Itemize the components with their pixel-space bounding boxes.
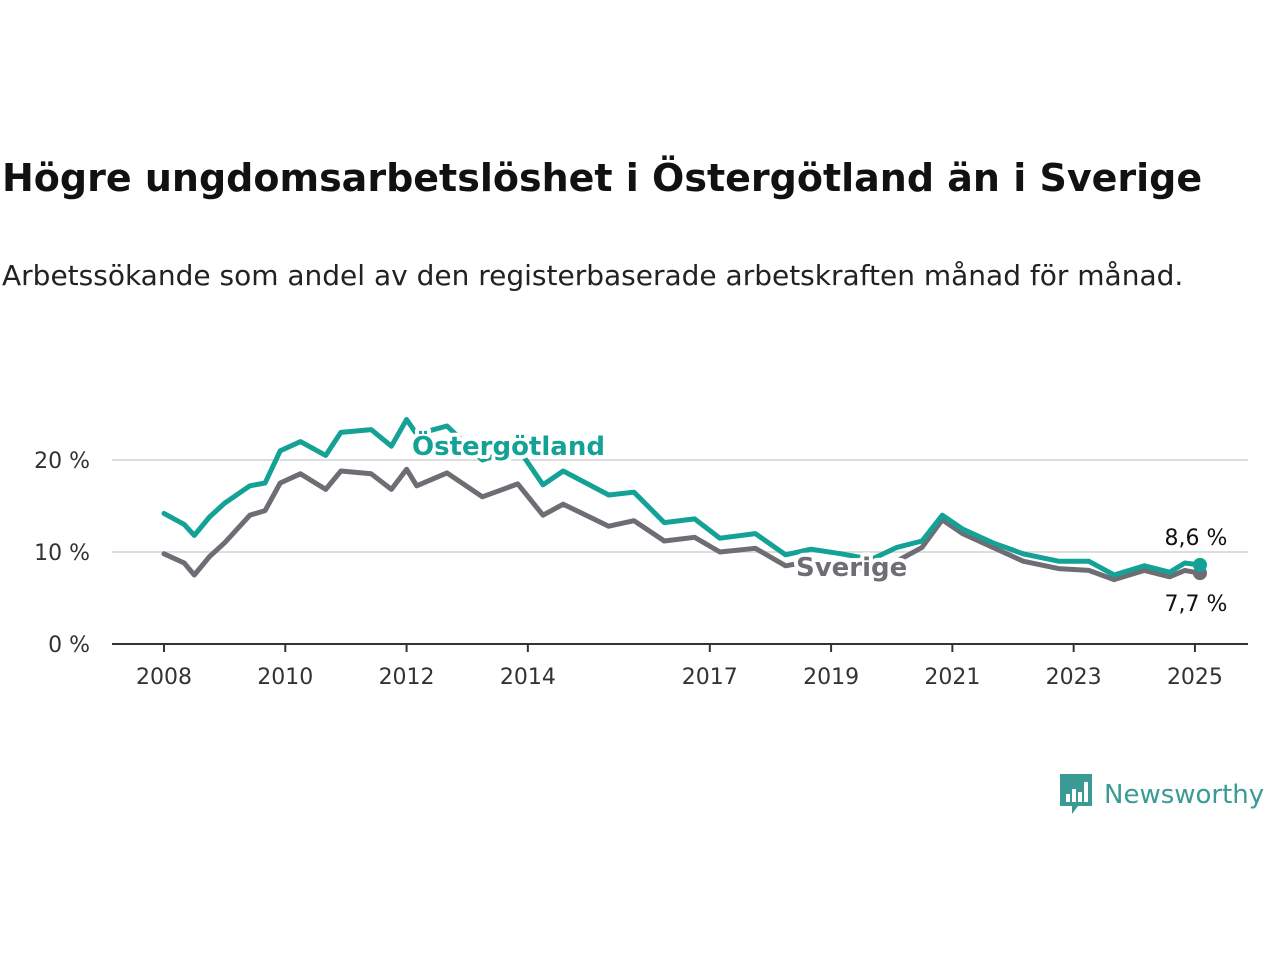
- series-label-ostergotland: Östergötland: [412, 429, 605, 462]
- brand-name: Newsworthy: [1104, 780, 1265, 810]
- y-tick-label: 10 %: [34, 541, 90, 566]
- end-value-label-ostergotland: 8,6 %: [1165, 526, 1228, 551]
- series-line: [161, 417, 1203, 578]
- series-line: [161, 466, 1203, 583]
- series-lines: [161, 417, 1207, 583]
- x-tick-label: 2017: [682, 665, 738, 690]
- y-tick-label: 0 %: [48, 633, 90, 658]
- x-tick-label: 2019: [803, 665, 859, 690]
- x-tick-label: 2025: [1167, 665, 1223, 690]
- series-labels: ÖstergötlandÖstergötlandSverigeSverige8,…: [408, 425, 1228, 617]
- end-value-label-sverige: 7,7 %: [1165, 592, 1228, 617]
- chart-subtitle: Arbetssökande som andel av den registerb…: [2, 259, 1184, 292]
- x-tick-label: 2021: [924, 665, 980, 690]
- gridlines: [112, 459, 1248, 553]
- series-label-sverige-halo: Sverige: [796, 553, 907, 583]
- x-tick-label: 2008: [136, 665, 192, 690]
- x-axis-ticks: 2008 2010 2012 2014 2017 2019 2021 2023 2025: [136, 644, 1223, 690]
- bar-chart-speech-bubble-icon: [1060, 774, 1092, 814]
- y-axis-tick-labels: 0 % 10 % 20 %: [34, 449, 90, 658]
- x-tick-label: 2023: [1046, 665, 1102, 690]
- newsworthy-logo: Newsworthy: [1058, 772, 1264, 818]
- x-tick-label: 2012: [379, 665, 435, 690]
- x-tick-label: 2014: [500, 665, 556, 690]
- chart-title: Högre ungdomsarbetslöshet i Östergötland…: [2, 156, 1203, 200]
- series-label-ostergotland-halo: Östergötland: [412, 429, 605, 462]
- series-end-point: [1193, 557, 1207, 572]
- y-tick-label: 20 %: [34, 449, 90, 474]
- x-tick-label: 2010: [257, 665, 313, 690]
- series-label-sverige: Sverige: [796, 553, 907, 583]
